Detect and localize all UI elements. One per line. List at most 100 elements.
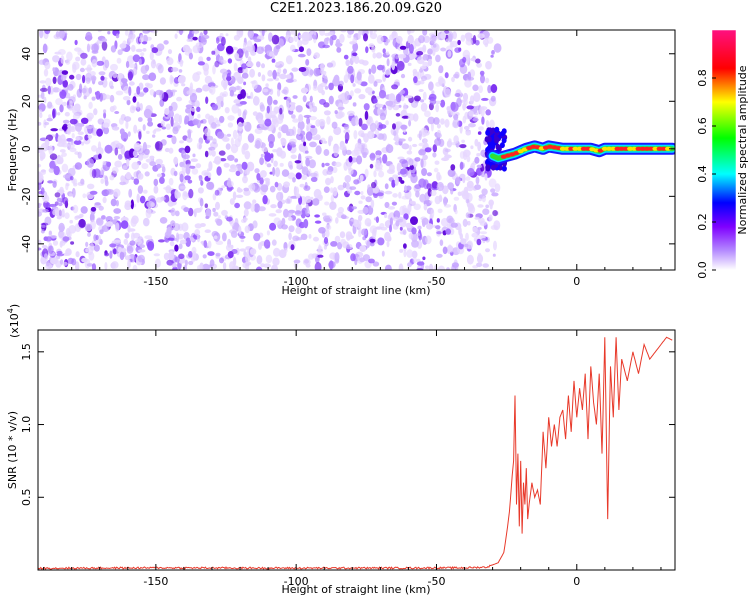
spectrogram-noise-blob bbox=[345, 243, 353, 250]
spectrogram-noise-blob bbox=[413, 76, 418, 84]
spectrogram-noise-blob bbox=[235, 247, 240, 256]
spectrogram-noise-blob bbox=[155, 158, 163, 165]
spectrogram-noise-blob bbox=[164, 231, 171, 239]
spectrogram-noise-blob bbox=[138, 58, 142, 66]
spectrogram-noise-blob bbox=[48, 145, 54, 155]
spectrogram-noise-blob bbox=[268, 141, 274, 149]
spectrogram-noise-blob bbox=[119, 251, 125, 261]
spectrogram-noise-blob bbox=[252, 199, 257, 204]
spectrogram-noise-blob bbox=[364, 218, 372, 227]
spectrogram-noise-blob bbox=[340, 30, 347, 33]
spectrogram-noise-blob bbox=[216, 166, 222, 176]
spectrogram-noise-blob bbox=[321, 230, 326, 238]
spectrogram-noise-blob bbox=[127, 259, 131, 269]
spectrogram-noise-blob bbox=[403, 249, 407, 258]
spectrogram-noise-blob bbox=[178, 30, 184, 36]
snr-y-ticks: 0.5 1.0 1.5 bbox=[20, 343, 675, 506]
spectrogram-noise-blob bbox=[428, 263, 434, 270]
spectrogram-noise-blob bbox=[393, 130, 397, 136]
spectrogram-noise-blob bbox=[375, 226, 383, 230]
spectrogram-noise-blob bbox=[66, 104, 71, 109]
spectrogram-noise-blob bbox=[296, 133, 304, 141]
spectrogram-noise-blob bbox=[460, 238, 467, 245]
spectrogram-noise-blob bbox=[353, 179, 360, 185]
spectrogram-noise-blob bbox=[269, 185, 276, 193]
spectrogram-noise-blob bbox=[59, 155, 64, 163]
spectrogram-noise-blob bbox=[308, 234, 312, 239]
spectrogram-noise-blob bbox=[440, 47, 446, 52]
spectrogram-noise-blob bbox=[472, 226, 478, 233]
spectrogram-noise-blob bbox=[444, 154, 452, 159]
spectrogram-noise-blob bbox=[399, 168, 407, 175]
spectrogram-noise-blob bbox=[487, 84, 492, 94]
signal-peak bbox=[559, 146, 566, 151]
signal-peak bbox=[665, 146, 671, 151]
spectrogram-noise-blob bbox=[281, 224, 288, 230]
spectrogram-noise-blob bbox=[102, 160, 107, 166]
spectrogram-noise-blob bbox=[223, 162, 230, 168]
spectrogram-noise-blob bbox=[210, 122, 217, 129]
signal-peak bbox=[610, 146, 617, 151]
spectrogram-noise-blob bbox=[59, 89, 67, 100]
spectrogram-noise-blob bbox=[470, 57, 476, 62]
spectrogram-noise-blob bbox=[420, 158, 424, 169]
spectrogram-noise-blob bbox=[110, 85, 114, 90]
spectrogram-noise-blob bbox=[358, 224, 362, 234]
spectrogram-noise-blob bbox=[146, 130, 150, 134]
spectrogram-noise-blob bbox=[298, 46, 304, 53]
spectrogram-noise-blob bbox=[488, 214, 493, 222]
spectrogram-noise-blob bbox=[290, 244, 295, 251]
spectrogram-noise-blob bbox=[110, 198, 117, 207]
spectrogram-noise-blob bbox=[186, 137, 193, 143]
spectrogram-noise-blob bbox=[421, 168, 428, 176]
spectrogram-noise-blob bbox=[128, 188, 133, 198]
spectrogram-noise-blob bbox=[40, 91, 45, 100]
spectrogram-noise-blob bbox=[266, 105, 270, 114]
spectrogram-noise-blob bbox=[255, 139, 261, 149]
spectrogram-noise-blob bbox=[44, 139, 50, 148]
spectrogram-noise-blob bbox=[205, 208, 212, 219]
spectrogram-noise-blob bbox=[326, 170, 333, 175]
spectrogram-noise-blob bbox=[430, 190, 437, 197]
spectrogram-noise-blob bbox=[305, 131, 313, 141]
spectrogram-noise-blob bbox=[314, 214, 320, 218]
spectrogram-noise-blob bbox=[260, 263, 265, 268]
spectrogram-noise-blob bbox=[219, 158, 227, 162]
spectrogram-noise-blob bbox=[125, 171, 132, 180]
spectrogram-noise-blob bbox=[404, 185, 408, 193]
spectrogram-noise-blob bbox=[418, 149, 426, 156]
spectrogram-noise-blob bbox=[95, 147, 104, 156]
spectrogram-noise-blob bbox=[54, 201, 59, 206]
spectrogram-noise-blob bbox=[311, 105, 318, 113]
spectrogram-noise-blob bbox=[80, 117, 89, 125]
spectrogram-noise-blob bbox=[144, 235, 153, 240]
spectrogram-noise-blob bbox=[414, 157, 421, 162]
spectrogram-noise-blob bbox=[104, 262, 108, 270]
spectrogram-noise-blob bbox=[101, 215, 106, 220]
spectrogram-noise-blob bbox=[304, 195, 312, 203]
spectrogram-noise-blob bbox=[188, 52, 193, 60]
spectrogram-onset-blob bbox=[494, 126, 500, 133]
spectrogram-noise-blob bbox=[166, 57, 174, 66]
spectrogram-noise-blob bbox=[450, 248, 454, 253]
spectrogram-noise-blob bbox=[156, 173, 163, 178]
spectrogram-noise-blob bbox=[113, 208, 122, 214]
spectrogram-noise-blob bbox=[419, 68, 424, 73]
spectrogram-noise-blob bbox=[450, 164, 456, 171]
spectrogram-noise-blob bbox=[52, 209, 57, 216]
spectrogram-noise-blob bbox=[433, 167, 439, 173]
spectrogram-noise-blob bbox=[55, 31, 60, 38]
spectrogram-noise-blob bbox=[97, 234, 101, 243]
spectrogram-noise-blob bbox=[109, 250, 113, 259]
spectrogram-noise-blob bbox=[297, 127, 301, 135]
spectrogram-noise-blob bbox=[117, 154, 123, 160]
spectrogram-noise-blob bbox=[369, 152, 376, 161]
snr-x-tick-label: 0 bbox=[573, 575, 580, 588]
spectrogram-noise-blob bbox=[442, 246, 448, 255]
spectrogram-noise-blob bbox=[155, 197, 163, 203]
spectrogram-noise-blob bbox=[231, 104, 239, 114]
spectrogram-noise-blob bbox=[237, 132, 242, 143]
spectrogram-noise-blob bbox=[252, 111, 258, 116]
spectrogram-noise-blob bbox=[395, 220, 400, 227]
spectrogram-noise-blob bbox=[103, 109, 107, 114]
